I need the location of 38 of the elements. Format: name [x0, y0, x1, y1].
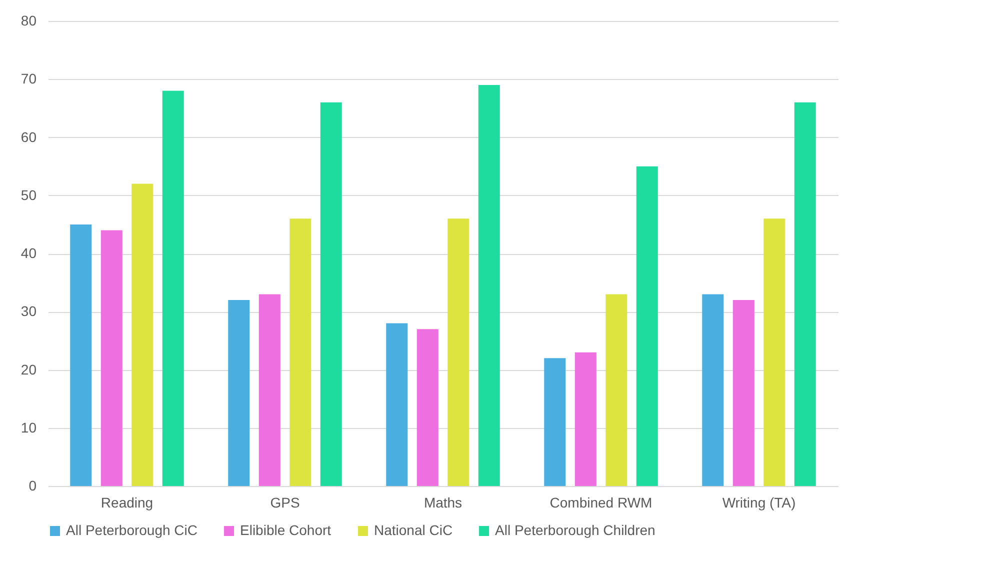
bar: [228, 300, 250, 486]
y-tick-label: 40: [20, 245, 37, 261]
bar: [574, 352, 596, 486]
y-tick-label: 0: [28, 478, 37, 494]
bar: [732, 300, 754, 486]
bar: [162, 90, 184, 486]
x-tick-label: Combined RWM: [550, 494, 652, 510]
legend-label: All Peterborough CiC: [66, 522, 198, 538]
bar: [606, 294, 628, 486]
bar: [320, 102, 342, 486]
bar: [416, 329, 438, 486]
y-tick-label: 30: [20, 303, 37, 320]
bar: [636, 166, 658, 486]
y-tick-label: 50: [20, 186, 37, 203]
bar: [544, 358, 566, 486]
bar: [386, 323, 408, 486]
y-tick-label: 60: [20, 128, 37, 145]
bar: [794, 102, 816, 486]
x-tick-label: Writing (TA): [722, 494, 796, 510]
y-tick-label: 10: [20, 419, 37, 436]
bar: [764, 218, 786, 486]
bar: [132, 184, 154, 486]
bar: [290, 218, 312, 486]
x-tick-label: Maths: [424, 494, 462, 510]
y-tick-label: 20: [20, 361, 37, 378]
legend-label: All Peterborough Children: [495, 522, 656, 538]
legend-label: National CiC: [374, 522, 453, 538]
x-tick-label: GPS: [270, 494, 300, 510]
bar: [100, 230, 122, 486]
bar: [702, 294, 724, 486]
y-tick-label: 80: [20, 12, 37, 28]
bar: [70, 224, 92, 486]
bar: [258, 294, 280, 486]
legend-label: Elibible Cohort: [240, 522, 332, 538]
bar: [478, 84, 500, 486]
y-tick-label: 70: [20, 70, 37, 87]
bar: [448, 218, 470, 486]
x-tick-label: Reading: [100, 494, 154, 510]
